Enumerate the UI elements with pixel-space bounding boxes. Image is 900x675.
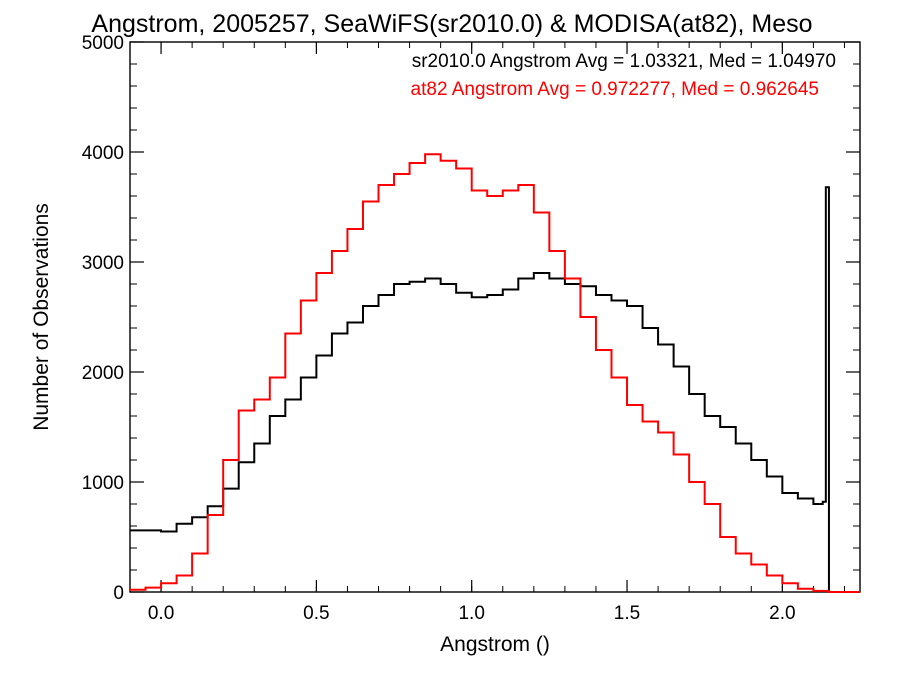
x-tick-label: 1.0 [458, 603, 484, 624]
y-tick-label: 2000 [82, 363, 124, 384]
x-tick-label: 0.5 [303, 603, 329, 624]
red-series-stats-annotation: at82 Angstrom Avg = 0.972277, Med = 0.96… [411, 79, 819, 100]
x-tick-label: 0.0 [148, 603, 174, 624]
y-tick-label: 0 [113, 583, 124, 604]
histogram-series-line [130, 186, 860, 593]
y-tick-label: 4000 [82, 143, 124, 164]
histogram-series-line [130, 153, 860, 593]
plot-area: 0.0 0.5 1.0 1.5 2.0 0 1000 2000 3000 4000 5000 [82, 33, 861, 624]
x-axis-ticks: 0.0 0.5 1.0 1.5 2.0 [129, 42, 845, 624]
chart-title: Angstrom, 2005257, SeaWiFS(sr2010.0) & M… [91, 10, 812, 38]
y-tick-label: 3000 [82, 253, 124, 274]
x-tick-label: 1.5 [614, 603, 640, 624]
black-series-stats-annotation: sr2010.0 Angstrom Avg = 1.03321, Med = 1… [412, 51, 836, 72]
y-tick-label: 1000 [82, 473, 124, 494]
x-axis-label: Angstrom () [440, 633, 550, 656]
y-axis-label: Number of Observations [30, 203, 53, 431]
series-group [130, 153, 860, 593]
x-tick-label: 2.0 [769, 603, 795, 624]
plot-frame [129, 41, 861, 593]
y-axis-ticks: 0 1000 2000 3000 4000 5000 [82, 33, 860, 604]
y-tick-label: 5000 [82, 33, 124, 54]
